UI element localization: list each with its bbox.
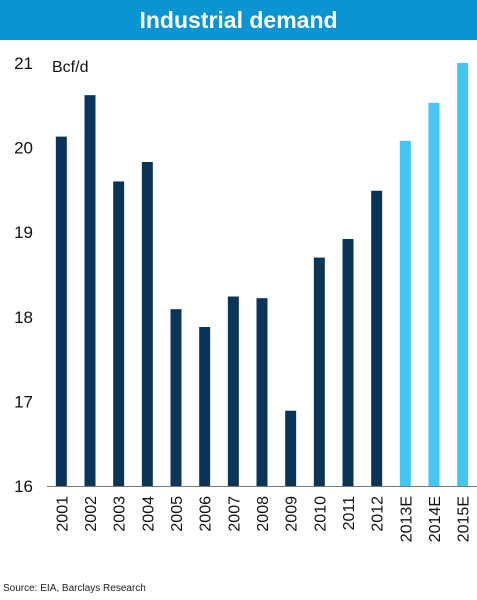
bar-2009 [285,410,297,486]
bar-2011 [342,238,354,486]
x-tick-label: 2004 [140,496,157,532]
source-note: Source: EIA, Barclays Research [3,583,146,594]
bar-2005 [170,309,182,486]
x-tick-label: 2008 [255,496,272,532]
x-tick-label: 2010 [312,496,329,532]
chart-title-bar: Industrial demand [0,0,477,40]
x-tick-label: 2012 [370,496,387,532]
x-tick-label: 2014E [427,496,444,542]
y-tick-label: 19 [14,223,33,242]
bar-2001 [55,136,67,486]
x-tick-label: 2009 [284,496,301,532]
x-axis: 2001 2002 2003 2004 2005 2006 2007 2008 2009 2010… [54,496,472,542]
y-tick-label: 16 [14,477,33,496]
y-tick-label: 21 [14,54,33,73]
x-tick-label: 2003 [112,496,129,532]
x-tick-label: 2006 [198,496,215,532]
bar-2010 [313,257,325,486]
bar-2008 [256,298,268,486]
chart-title: Industrial demand [139,6,338,33]
x-tick-label: 2001 [54,496,71,532]
y-axis-label: Bcf/d [52,59,88,76]
bar-2002 [84,95,96,486]
y-tick-label: 18 [14,308,33,327]
y-tick-label: 17 [14,392,33,411]
bar-2007 [227,296,239,486]
x-tick-label: 2002 [83,496,100,532]
bar-2003 [113,181,125,486]
x-tick-label: 2005 [169,496,186,532]
y-axis: 16 17 18 19 20 21 [14,54,33,496]
bar-2004 [141,161,153,486]
x-tick-label: 2011 [341,496,358,531]
x-tick-label: 2013E [398,496,415,542]
x-tick-label: 2015E [456,496,473,542]
y-tick-label: 20 [14,139,33,158]
bar-2012 [371,190,383,486]
bar-2013e [399,140,411,486]
x-tick-label: 2007 [226,496,243,532]
bar-2006 [199,326,211,486]
bar-2014e [428,102,440,487]
bars [55,63,469,487]
bar-2015e [457,63,469,486]
